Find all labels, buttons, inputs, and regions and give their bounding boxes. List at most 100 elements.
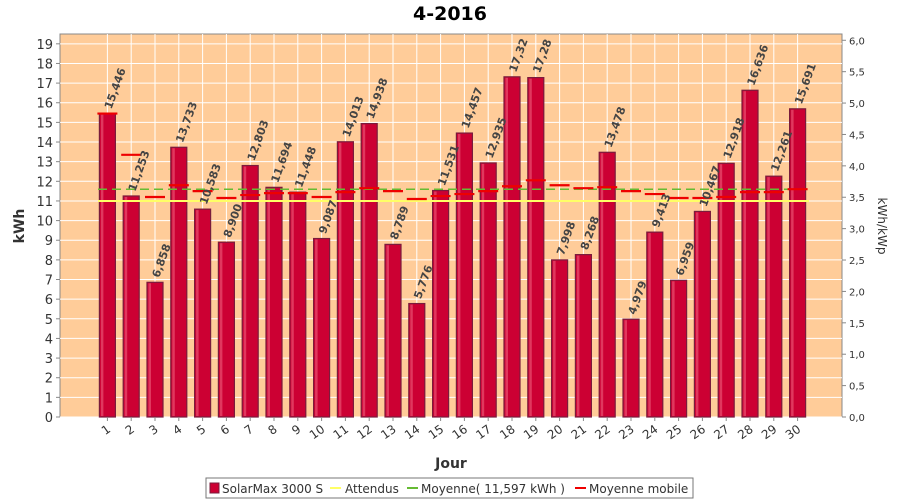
legend-swatch-solarmax	[209, 482, 220, 494]
bar-highlight	[457, 134, 461, 417]
y2-tick-label: 1,0	[849, 350, 865, 361]
y2-tick-label: 6,0	[849, 36, 865, 47]
x-tick-label: 29	[759, 422, 780, 442]
y-tick-label: 0	[45, 411, 53, 426]
bar-series	[98, 76, 807, 418]
y2-tick-label: 2,0	[849, 287, 865, 298]
x-tick-label: 20	[545, 422, 566, 442]
legend-label-solarmax: SolarMax 3000 S	[222, 482, 323, 496]
bar-highlight	[481, 163, 485, 416]
x-tick-label: 23	[616, 422, 637, 442]
reference-lines	[97, 112, 809, 202]
x-tick-label: 25	[664, 422, 685, 442]
y-tick-label: 18	[36, 57, 53, 72]
bar-highlight	[576, 255, 580, 416]
x-tick-label: 13	[378, 422, 399, 442]
x-tick-label: 3	[146, 422, 160, 438]
bar-highlight	[338, 142, 342, 416]
bar-highlight	[434, 191, 437, 416]
x-tick-label: 16	[450, 422, 471, 442]
x-tick-label: 22	[592, 422, 613, 442]
y-tick-label: 14	[36, 136, 53, 151]
x-tick-label: 7	[242, 422, 256, 438]
legend: SolarMax 3000 S Attendus Moyenne( 11,597 k…	[205, 477, 694, 499]
bar-highlight	[219, 243, 223, 416]
legend-box	[205, 477, 694, 499]
y2-tick-label: 2,5	[849, 256, 865, 267]
y-tick-label: 17	[36, 77, 53, 92]
y-tick-label: 10	[36, 215, 53, 230]
bar-highlight	[600, 153, 604, 416]
bar-highlight	[624, 320, 627, 416]
y2-tick-label: 1,5	[849, 319, 865, 330]
y-axis-title: kWh	[12, 209, 28, 244]
bar-highlight	[243, 166, 247, 416]
y2-tick-label: 3,5	[849, 193, 865, 204]
x-tick-label: 2	[123, 422, 137, 438]
bar-highlight	[767, 177, 770, 416]
y2-axis-title: kWh/kWp	[875, 198, 889, 255]
y2-tick-label: 4,0	[849, 162, 865, 173]
y-tick-label: 5	[45, 313, 53, 328]
y-tick-label: 3	[45, 352, 53, 367]
x-tick-label: 24	[640, 422, 661, 442]
y-tick-label: 4	[45, 332, 53, 347]
y-tick-label: 6	[45, 293, 53, 308]
bar-highlight	[315, 239, 318, 416]
x-tick-label: 28	[735, 422, 756, 442]
bar-highlight	[267, 188, 270, 416]
bar-highlight	[410, 304, 413, 416]
bar-highlight	[672, 281, 675, 416]
x-tick-label: 10	[307, 422, 328, 442]
x-tick-label: 14	[402, 422, 423, 442]
bar-highlight	[648, 233, 651, 416]
x-tick-label: 11	[331, 422, 352, 442]
y-tick-label: 12	[36, 175, 53, 190]
bar-highlight	[124, 196, 128, 416]
x-tick-label: 26	[688, 422, 709, 442]
x-tick-label: 1	[99, 422, 113, 438]
x-tick-label: 8	[265, 422, 279, 438]
x-axis-title: Jour	[434, 456, 467, 472]
y-tick-label: 9	[45, 234, 53, 249]
x-tick-label: 15	[426, 422, 447, 442]
y-tick-label: 15	[36, 116, 53, 131]
x-tick-label: 21	[569, 422, 590, 442]
y2-tick-label: 0,5	[849, 382, 865, 393]
bar-highlight	[362, 124, 366, 416]
y2-tick-label: 3,0	[849, 225, 865, 236]
x-tick-label: 19	[521, 422, 542, 442]
bar-highlight	[529, 78, 532, 416]
y2-tick-label: 0,0	[849, 413, 865, 424]
x-tick-label: 4	[170, 422, 184, 438]
bar-highlight	[386, 245, 389, 416]
bar-highlight	[148, 283, 151, 416]
y-tick-label: 13	[36, 156, 53, 171]
bar-highlight	[791, 109, 794, 416]
x-tick-label: 30	[783, 422, 804, 442]
x-tick-label: 12	[354, 422, 375, 442]
bar-highlight	[553, 260, 556, 416]
bar-highlight	[505, 77, 508, 416]
legend-label-moyenne: Moyenne( 11,597 kWh )	[421, 482, 565, 496]
legend-label-attendus: Attendus	[345, 482, 399, 496]
bar-highlight	[172, 148, 175, 417]
y-tick-label: 7	[45, 274, 53, 289]
y2-tick-label: 5,5	[849, 68, 865, 79]
bar-highlight	[743, 91, 746, 417]
plot-area	[59, 33, 843, 418]
bar-highlight	[719, 164, 723, 416]
bar-highlight	[100, 114, 104, 416]
x-tick-label: 27	[711, 422, 732, 442]
x-tick-label: 9	[289, 422, 303, 438]
x-tick-label: 5	[194, 422, 208, 438]
x-tick-label: 6	[218, 422, 232, 438]
y-tick-label: 8	[45, 254, 53, 269]
x-tick-label: 18	[497, 422, 518, 442]
bar-highlight	[291, 193, 294, 416]
y-tick-label: 16	[36, 97, 53, 112]
y2-tick-label: 5,0	[849, 99, 865, 110]
y2-tick-label: 4,5	[849, 130, 865, 141]
